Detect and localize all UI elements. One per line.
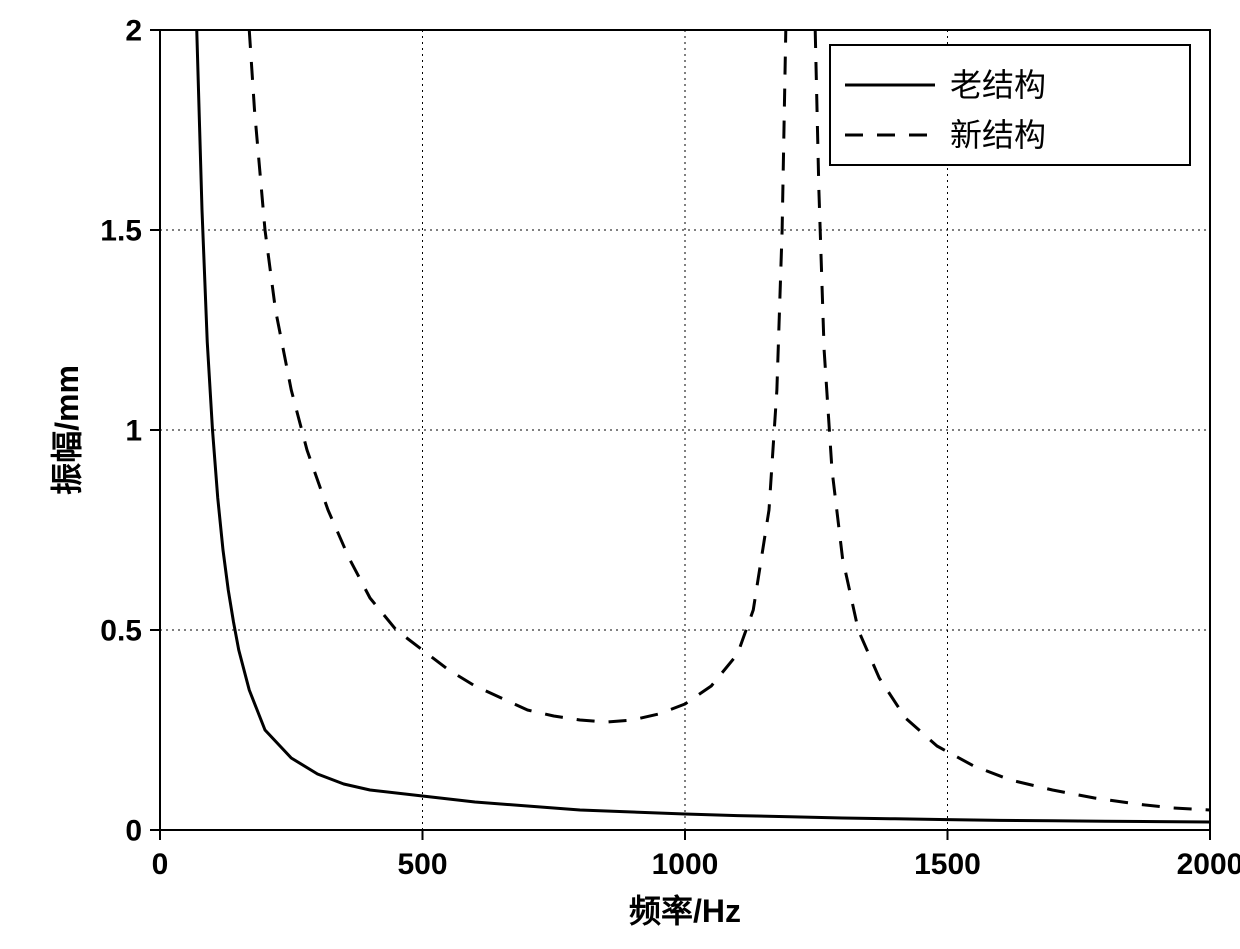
y-tick-label: 2 (125, 15, 142, 48)
x-tick-label: 0 (152, 848, 169, 881)
legend-label-new: 新结构 (950, 117, 1046, 153)
x-tick-label: 1000 (652, 848, 719, 881)
y-tick-label: 1.5 (100, 215, 142, 248)
legend: 老结构新结构 (830, 45, 1190, 165)
y-axis-title: 振幅/mm (49, 365, 85, 495)
y-tick-label: 0.5 (100, 615, 142, 648)
chart-container: 0 500 1000 1500 2000 0 0.5 1 1.5 2 频率/Hz 振幅/mm 老结构新结… (0, 0, 1240, 949)
y-tick-label: 1 (125, 415, 142, 448)
x-tick-label: 500 (397, 848, 447, 881)
chart-svg: 0 500 1000 1500 2000 0 0.5 1 1.5 2 频率/Hz 振幅/mm 老结构新结… (0, 0, 1240, 949)
y-tick-label: 0 (125, 815, 142, 848)
x-axis-title: 频率/Hz (629, 893, 741, 929)
x-tick-label: 1500 (914, 848, 981, 881)
legend-label-old: 老结构 (950, 67, 1046, 103)
x-tick-label: 2000 (1177, 848, 1240, 881)
